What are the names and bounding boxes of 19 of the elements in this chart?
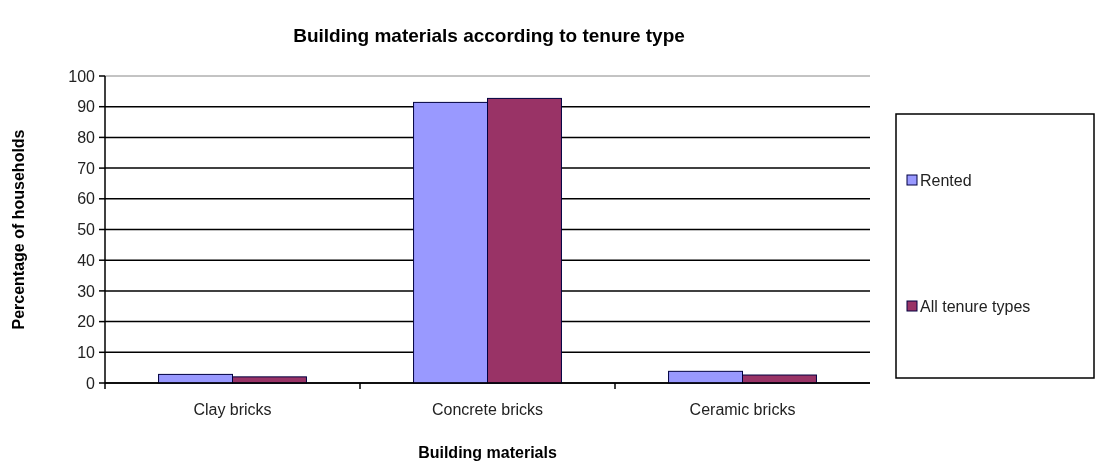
y-tick-label: 80: [77, 129, 96, 146]
y-tick-label: 60: [77, 190, 96, 208]
chart-title: Building materials according to tenure type: [293, 25, 685, 46]
y-tick-label: 40: [77, 251, 96, 269]
y-tick-label: 0: [86, 374, 96, 392]
y-tick-label: 10: [77, 343, 96, 361]
y-tick-label: 20: [77, 313, 96, 331]
legend-label: Rented: [920, 171, 972, 189]
y-tick-label: 90: [77, 98, 96, 116]
y-tick-label: 100: [68, 67, 96, 85]
x-tick-label: Clay bricks: [193, 401, 272, 418]
x-tick-label: Ceramic bricks: [689, 401, 796, 418]
y-tick-label: 70: [77, 159, 96, 177]
y-tick-label: 30: [77, 282, 96, 300]
x-tick-label: Concrete bricks: [431, 401, 544, 418]
y-axis-title: Percentage of households: [10, 129, 27, 330]
y-tick-label: 50: [77, 221, 96, 239]
legend-label: All tenure types: [920, 297, 1031, 315]
x-axis-title: Building materials: [418, 444, 557, 461]
